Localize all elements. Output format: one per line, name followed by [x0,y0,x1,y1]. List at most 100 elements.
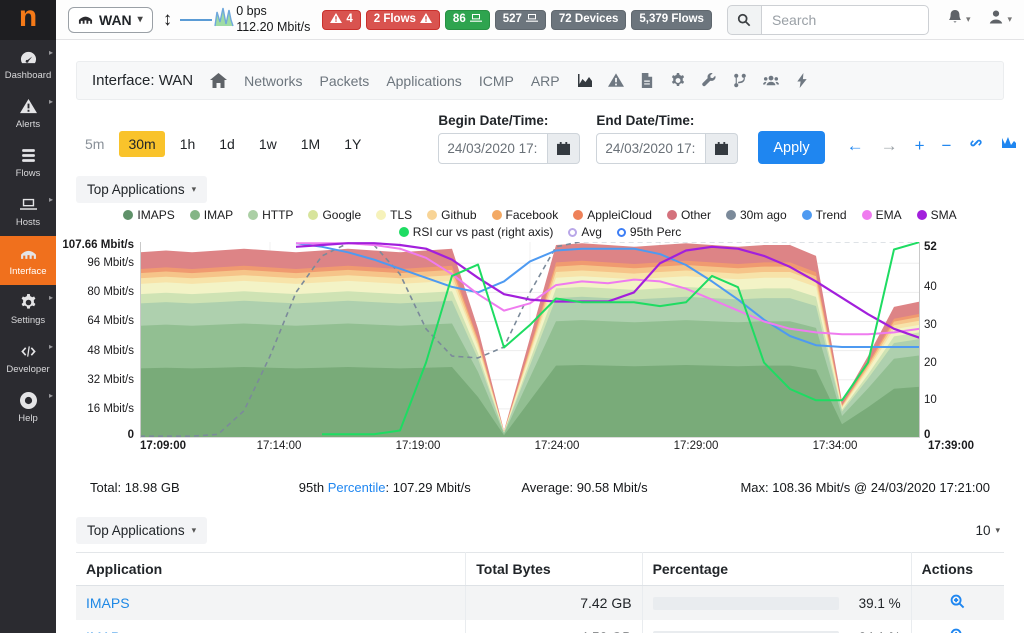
status-badge[interactable]: 2 Flows [365,9,440,30]
end-calendar-button[interactable] [706,133,739,164]
range-button-5m[interactable]: 5m [85,136,105,152]
pan-right-button[interactable]: → [880,136,898,155]
range-button-1M[interactable]: 1M [300,136,321,152]
pan-left-button[interactable]: ← [846,136,864,155]
legend-item[interactable]: IMAPS [123,208,175,222]
badge-text: 4 [346,13,353,25]
legend-item[interactable]: Avg [568,225,602,239]
header-total-bytes[interactable]: Total Bytes [465,552,643,586]
subnav-link-icmp[interactable]: ICMP [478,72,514,89]
subnav-wrench-icon[interactable] [701,73,717,88]
page-size-selector[interactable]: 10 ▾ [975,523,1004,538]
sidebar-item-label: Hosts [15,217,41,228]
chevron-down-icon: ▾ [995,525,1000,535]
drilldown-search-button[interactable] [950,594,965,612]
legend-item[interactable]: Github [427,208,477,222]
status-badge[interactable]: 72 Devices [550,9,627,30]
end-datetime-input[interactable] [596,133,707,164]
legend-item[interactable]: IMAP [189,208,233,222]
legend-item[interactable]: TLS [376,208,412,222]
percentile-link[interactable]: Percentile [327,480,386,495]
legend-item[interactable]: 30m ago [725,208,787,222]
sidebar-item-help[interactable]: Help ▸ [0,383,56,432]
legend-swatch [189,210,200,220]
subnav-file-icon[interactable] [639,73,655,88]
legend-item[interactable]: SMA [916,208,957,222]
range-button-1w[interactable]: 1w [258,136,277,152]
timeseries-button[interactable] [1001,135,1017,156]
legend-item[interactable]: EMA [861,208,902,222]
range-button-30m[interactable]: 30m [119,131,165,157]
page-title: Interface: WAN [92,72,194,89]
status-badge[interactable]: 4 [322,9,361,30]
status-badge[interactable]: 5,379 Flows [631,9,712,30]
zoom-in-button[interactable]: + [914,136,925,155]
subnav-link-applications[interactable]: Applications [386,72,462,89]
header-percentage[interactable]: Percentage [642,552,912,586]
subnav-warning-tri-icon[interactable] [607,73,624,88]
interface-subnav: Interface: WAN Networks Packets Applicatio… [76,61,1004,100]
status-badge[interactable]: 86 [444,9,490,30]
axis-tick-label: 96 Mbit/s [87,257,134,270]
search-input[interactable] [760,4,929,35]
legend-item[interactable]: 95th Perc [616,225,681,239]
sidebar-item-settings[interactable]: Settings ▸ [0,285,56,334]
lifering-icon [2,392,54,410]
zoom-out-button[interactable]: − [941,136,952,155]
end-datetime-label: End Date/Time: [596,113,695,128]
sidebar-item-developer[interactable]: Developer ▸ [0,334,56,383]
axis-tick-label: 16 Mbit/s [87,402,134,415]
subnav-bolt-icon[interactable] [794,73,810,88]
legend-label: Google [322,208,362,222]
legend-label: EMA [875,208,902,222]
legend-label: Avg [581,225,602,239]
legend-swatch [308,210,319,220]
axis-tick-label: 80 Mbit/s [87,286,134,299]
legend-item[interactable]: RSI cur vs past (right axis) [398,225,553,239]
subnav-users-icon[interactable] [762,73,779,88]
begin-calendar-button[interactable] [548,133,581,164]
legend-item[interactable]: Trend [801,208,847,222]
application-link[interactable]: IMAP [86,629,120,633]
legend-item[interactable]: Other [666,208,711,222]
updown-arrows-icon: ↕ [162,8,173,30]
application-link[interactable]: IMAPS [86,595,130,611]
range-button-1d[interactable]: 1d [219,136,235,152]
apply-button[interactable]: Apply [758,131,825,164]
chart-plot[interactable] [140,242,920,438]
subnav-branch-icon[interactable] [732,73,748,88]
range-button-1h[interactable]: 1h [179,136,196,152]
legend-label: Facebook [505,208,559,222]
user-menu-button[interactable]: ▾ [988,9,1012,30]
badge-text: 86 [452,13,466,25]
sidebar-item-hosts[interactable]: Hosts ▸ [0,187,56,236]
subnav-gear-icon[interactable] [670,73,686,88]
subnav-link-networks[interactable]: Networks [244,72,303,89]
subnav-link-packets[interactable]: Packets [319,72,370,89]
status-badges: 4 2 Flows 86 527 72 Devices 5,379 Flows [322,9,712,30]
subnav-link-arp[interactable]: ARP [530,72,560,89]
home-icon[interactable] [210,73,228,88]
chevron-down-icon: ▾ [1007,14,1012,24]
sidebar-item-interface[interactable]: Interface [0,236,56,285]
top-applications-label: Top Applications [87,182,185,197]
table-top-applications-dropdown[interactable]: Top Applications ▾ [76,517,208,544]
ntopng-logo[interactable]: n [0,0,56,40]
subnav-chart-area-icon[interactable] [577,73,593,88]
sidebar-item-dashboard[interactable]: Dashboard ▸ [0,40,56,89]
legend-item[interactable]: Facebook [491,208,559,222]
begin-datetime-input[interactable] [438,133,549,164]
sidebar-item-flows[interactable]: Flows [0,138,56,187]
total-bytes-value: 4.58 GB [465,620,643,633]
legend-item[interactable]: Google [308,208,361,222]
permalink-button[interactable] [968,135,984,156]
legend-item[interactable]: AppleiCloud [573,208,652,222]
sidebar-item-alerts[interactable]: Alerts ▸ [0,89,56,138]
header-application[interactable]: Application [76,552,467,586]
status-badge[interactable]: 527 [494,9,546,30]
notifications-button[interactable]: ▾ [947,9,970,30]
legend-item[interactable]: HTTP [248,208,293,222]
interface-selector[interactable]: WAN ▾ [68,6,153,33]
top-applications-dropdown[interactable]: Top Applications ▾ [76,176,208,203]
range-button-1Y[interactable]: 1Y [344,136,362,152]
